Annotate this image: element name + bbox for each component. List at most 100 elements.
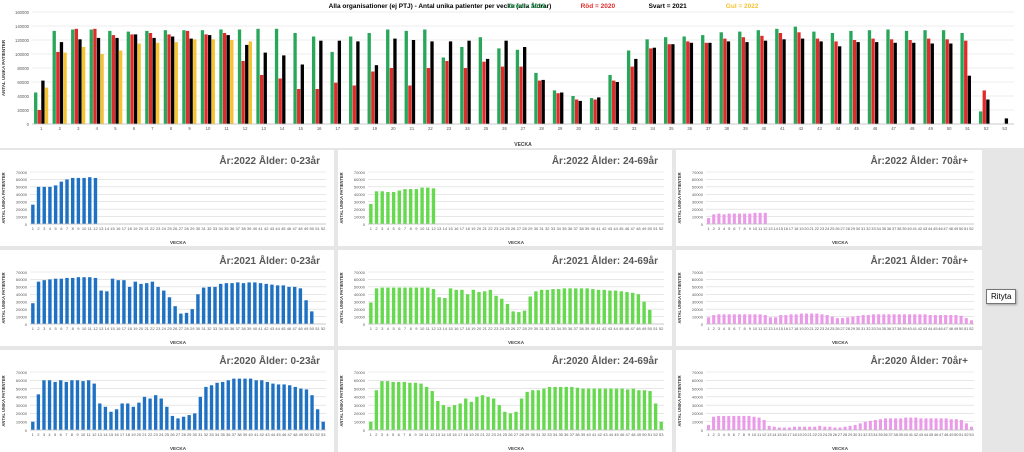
x-tick-label: 21 [482, 326, 487, 331]
bar [707, 218, 711, 224]
chart-panel-2021-old[interactable]: 0 10000 20000 30000 40000 50000 60000 70000 1 2 3 4… [676, 250, 982, 346]
bar [897, 314, 901, 324]
bar [542, 388, 546, 430]
bar [281, 285, 286, 324]
bar [887, 314, 891, 324]
bar [637, 390, 641, 430]
x-tick-label: 47 [943, 326, 948, 331]
bar [170, 415, 175, 430]
x-tick-label: 7 [738, 326, 741, 331]
bar [126, 403, 130, 430]
bar [556, 289, 561, 324]
chart-panel-2020-young[interactable]: 0 10000 20000 30000 40000 50000 60000 70000 1 2 3 4… [0, 350, 334, 452]
x-tick-label: 44 [275, 326, 280, 331]
x-tick-label: 50 [959, 226, 964, 231]
bar [758, 314, 762, 324]
x-tick-label: 30 [196, 226, 201, 231]
bar [321, 421, 325, 430]
chart-panel-2022-mid[interactable]: 0 10000 20000 30000 40000 50000 60000 70000 1 2 3 4… [338, 150, 672, 246]
bar [757, 417, 761, 430]
x-tick-label: 22 [812, 432, 817, 437]
x-tick-label: 13 [437, 326, 442, 331]
bar [707, 317, 711, 324]
chart-panel-2022-old[interactable]: 0 10000 20000 30000 40000 50000 60000 70000 1 2 3 4… [676, 150, 982, 246]
bar [902, 314, 906, 324]
bar [386, 29, 390, 124]
bar [426, 187, 430, 224]
x-tick-label: 5 [392, 226, 395, 231]
x-tick-label: 34 [873, 432, 878, 437]
chart-panel-2020-mid[interactable]: 0 10000 20000 30000 40000 50000 60000 70000 1 2 3 4… [338, 350, 672, 452]
main-chart-panel[interactable]: 0 20000 40000 60000 80000 100000 120000 140000 1… [0, 0, 1024, 148]
x-tick-label: 25 [830, 326, 835, 331]
bar [426, 68, 431, 124]
x-tick-label: 36 [887, 226, 892, 231]
x-tick-label: 48 [636, 226, 641, 231]
x-tick-label: 29 [187, 432, 192, 437]
bar [263, 52, 267, 124]
x-tick-label: 34 [876, 326, 881, 331]
x-tick-label: 8 [744, 326, 747, 331]
x-tick-label: 16 [317, 126, 322, 131]
bar [111, 35, 116, 124]
x-tick-label: 15 [447, 432, 452, 437]
x-tick-label: 35 [882, 226, 887, 231]
bar [219, 29, 223, 124]
bar [612, 80, 616, 124]
y-tick-label: 50000 [16, 386, 28, 391]
x-tick-label: 4 [49, 326, 52, 331]
bar [923, 314, 927, 324]
x-tick-label: 45 [933, 326, 938, 331]
x-tick-label: 43 [265, 432, 270, 437]
bar [541, 79, 545, 124]
x-tick-label: 41 [596, 326, 601, 331]
x-tick-label: 49 [954, 226, 959, 231]
x-tick-label: 52 [984, 126, 989, 131]
x-tick-label: 47 [630, 326, 635, 331]
x-tick-label: 4 [387, 226, 390, 231]
x-tick-label: 19 [131, 432, 136, 437]
x-tick-label: 10 [420, 326, 425, 331]
bar [98, 403, 102, 430]
bar [224, 283, 229, 324]
bar [488, 289, 493, 324]
chart-panel-2022-young[interactable]: 0 10000 20000 30000 40000 50000 60000 70000 1 2 3 4… [0, 150, 334, 246]
bar [982, 90, 986, 124]
x-tick-label: 30 [534, 326, 539, 331]
bar [70, 277, 75, 324]
bar [181, 416, 186, 430]
bar [304, 389, 309, 430]
chart-panel-2020-old[interactable]: 0 10000 20000 30000 40000 50000 60000 70000 1 2 3 4… [676, 350, 982, 452]
x-tick-label: 20 [139, 226, 144, 231]
chart-panel-2021-mid[interactable]: 0 10000 20000 30000 40000 50000 60000 70000 1 2 3 4… [338, 250, 672, 346]
bar [556, 93, 560, 124]
x-tick-label: 17 [120, 432, 125, 437]
bar [150, 281, 155, 324]
bar [830, 33, 835, 124]
bar [497, 48, 501, 124]
chart-panel-2021-young[interactable]: 0 10000 20000 30000 40000 50000 60000 70000 1 2 3 4… [0, 250, 334, 346]
x-axis-label: VECKA [514, 142, 532, 148]
y-tick-label: 50000 [692, 285, 704, 290]
x-tick-label: 52 [321, 326, 326, 331]
y-tick-label: 60000 [354, 277, 366, 282]
main-chart[interactable]: 0 20000 40000 60000 80000 100000 120000 140000 1… [0, 0, 1024, 148]
x-tick-label: 51 [315, 326, 320, 331]
x-tick-label: 46 [620, 432, 625, 437]
x-tick-label: 12 [763, 226, 768, 231]
x-tick-label: 3 [381, 326, 384, 331]
y-tick-label: 10000 [354, 214, 366, 219]
x-tick-label: 50 [954, 432, 959, 437]
bar [589, 98, 594, 124]
bar [960, 33, 964, 124]
bar [609, 388, 613, 430]
